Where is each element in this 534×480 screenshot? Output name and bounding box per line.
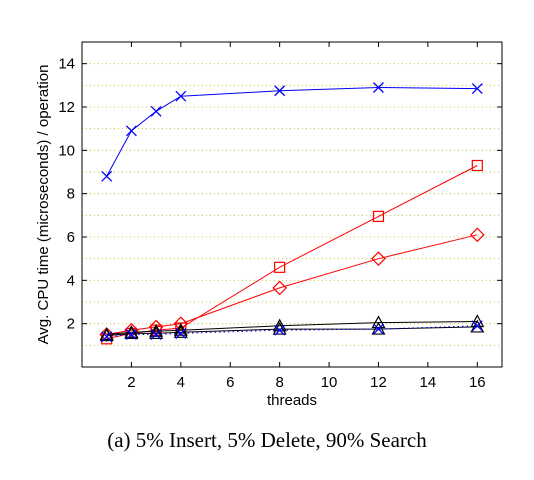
data-point-x	[471, 83, 483, 95]
data-point-x	[125, 329, 137, 340]
data-point-triangle	[149, 326, 164, 340]
y-tick-label: 4	[67, 272, 75, 289]
data-point-diamond	[469, 227, 485, 243]
data-point-square	[471, 159, 483, 172]
data-point-x	[125, 125, 137, 137]
x-tick-label: 4	[177, 374, 185, 391]
data-point-x	[175, 90, 187, 102]
series-layer	[99, 82, 485, 345]
x-axis-label: threads	[267, 392, 317, 409]
data-point-x	[150, 329, 162, 340]
axis-ticks: 2 4 6 8 10 12 14 16 2 4 6 8 10 12 14	[58, 42, 502, 391]
x-tick-label: 12	[370, 374, 387, 391]
data-point-square	[372, 210, 385, 223]
x-tick-label: 8	[275, 374, 283, 391]
data-point-x	[471, 320, 483, 332]
data-point-x	[373, 323, 384, 335]
data-point-diamond	[124, 322, 139, 338]
data-point-x	[373, 82, 384, 93]
y-tick-label: 6	[67, 229, 75, 246]
series-line	[106, 234, 478, 335]
series-1	[101, 82, 483, 182]
series-2	[101, 159, 483, 345]
grid-lines	[82, 63, 502, 346]
x-tick-label: 10	[321, 374, 338, 391]
figure-caption: (a) 5% Insert, 5% Delete, 90% Search	[107, 428, 427, 452]
data-point-triangle	[99, 328, 114, 342]
y-tick-label: 2	[67, 316, 75, 333]
data-point-square	[274, 261, 286, 273]
data-point-x	[274, 85, 286, 97]
y-axis-label: Avg. CPU time (microseconds) / operation	[35, 65, 52, 345]
x-tick-label: 2	[127, 374, 135, 391]
y-tick-label: 8	[67, 186, 75, 203]
data-point-diamond	[371, 251, 386, 267]
data-point-x	[101, 170, 113, 182]
data-point-x	[175, 327, 187, 339]
plot-area-frame	[81, 41, 503, 368]
y-tick-label: 10	[58, 142, 75, 159]
series-5	[99, 319, 485, 342]
x-tick-label: 14	[420, 374, 437, 391]
data-point-x	[101, 331, 113, 343]
x-tick-label: 16	[469, 374, 486, 391]
data-point-triangle	[124, 326, 139, 340]
x-tick-label: 6	[226, 374, 234, 391]
series-6	[101, 320, 483, 343]
data-point-x	[274, 324, 286, 336]
data-point-triangle	[470, 319, 485, 333]
data-point-diamond	[272, 280, 287, 296]
data-point-triangle	[371, 315, 386, 329]
y-tick-label: 14	[58, 56, 75, 73]
data-point-triangle	[272, 321, 287, 335]
data-point-x	[150, 105, 162, 117]
y-tick-label: 12	[58, 99, 75, 116]
data-point-triangle	[173, 325, 188, 338]
series-line	[106, 86, 478, 177]
series-line	[106, 165, 478, 340]
